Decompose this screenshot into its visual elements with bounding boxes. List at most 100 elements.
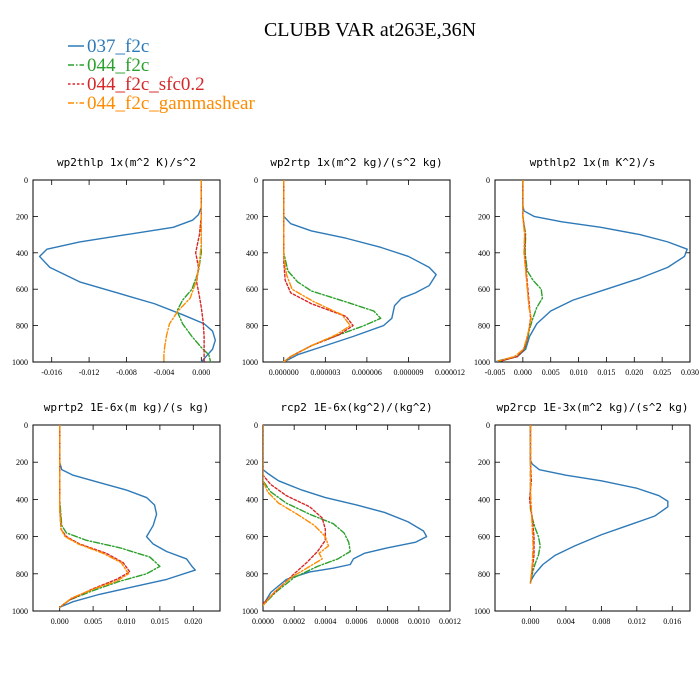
chart-panels: wp2thlp 1x(m^2 K)/s^202004006008001000-0… xyxy=(12,156,699,626)
x-tick-label-4-2: 0.0004 xyxy=(314,617,336,626)
x-tick-label-0-0: -0.016 xyxy=(41,368,62,377)
series-line-4-1 xyxy=(263,425,351,607)
x-tick-label-1-3: 0.000009 xyxy=(393,368,423,377)
series-line-5-3 xyxy=(529,425,534,584)
panel-title-0: wp2thlp 1x(m^2 K)/s^2 xyxy=(57,156,196,169)
panel-5: wp2rcp 1E-3x(m^2 kg)/(s^2 kg) 0 200 400 600 8… xyxy=(474,401,691,626)
y-tick-label-4-0: 0 xyxy=(254,421,258,430)
panel-3: wprtp2 1E-6x(m kg)/(s kg) 0 200 400 600 800 10… xyxy=(12,401,221,626)
plot-frame-5 xyxy=(494,424,691,612)
legend-label-2: 044_f2c_sfc0.2 xyxy=(87,74,205,95)
x-tick-label-5-0: 0.000 xyxy=(521,617,539,626)
y-tick-label-1-0: 0 xyxy=(254,176,258,185)
x-tick-label-5-1: 0.004 xyxy=(557,617,575,626)
legend-label-0: 037_f2c xyxy=(87,36,149,57)
y-tick-label-5-5: 1000 xyxy=(474,607,490,616)
y-tick-label-0-2: 400 xyxy=(16,249,28,258)
series-line-3-3 xyxy=(59,425,130,608)
y-tick-label-0-5: 1000 xyxy=(12,358,28,367)
y-tick-label-5-3: 600 xyxy=(478,533,490,542)
x-tick-label-4-1: 0.0002 xyxy=(283,617,305,626)
plot-frame-0 xyxy=(32,179,221,363)
legend-label-3: 044_f2c_gammashear xyxy=(87,93,255,114)
y-tick-label-2-1: 200 xyxy=(478,212,490,221)
x-tick-label-1-2: 0.000006 xyxy=(352,368,382,377)
y-tick-label-4-3: 600 xyxy=(246,533,258,542)
series-line-3-1 xyxy=(59,425,161,608)
x-tick-label-4-4: 0.0008 xyxy=(377,617,399,626)
series-line-4-3 xyxy=(263,425,330,607)
x-tick-label-2-0: -0.005 xyxy=(485,368,506,377)
x-tick-label-1-1: 0.000003 xyxy=(310,368,340,377)
series-line-0-2 xyxy=(194,180,205,362)
series-line-3-0 xyxy=(59,425,196,608)
y-tick-label-3-4: 800 xyxy=(16,570,28,579)
y-tick-label-5-4: 800 xyxy=(478,570,490,579)
panel-4: rcp2 1E-6x(kg^2)/(kg^2) 0 200 400 600 800 1000… xyxy=(242,401,461,626)
series-line-5-1 xyxy=(529,425,541,584)
x-tick-label-2-6: 0.025 xyxy=(653,368,671,377)
x-tick-label-2-1: 0.000 xyxy=(514,368,532,377)
panel-title-3: wprtp2 1E-6x(m kg)/(s kg) xyxy=(44,401,210,414)
y-tick-label-5-2: 400 xyxy=(478,495,490,504)
x-tick-label-2-2: 0.005 xyxy=(542,368,560,377)
legend: 037_f2c044_f2c044_f2c_sfc0.2044_f2c_gamm… xyxy=(68,36,255,114)
panel-1: wp2rtp 1x(m^2 kg)/(s^2 kg) 0 200 400 600 800 1… xyxy=(242,156,465,377)
y-tick-label-0-0: 0 xyxy=(24,176,28,185)
y-tick-label-3-1: 200 xyxy=(16,458,28,467)
series-line-5-0 xyxy=(529,425,669,582)
chart-title: CLUBB VAR at263E,36N xyxy=(264,19,476,41)
y-tick-label-0-1: 200 xyxy=(16,212,28,221)
x-tick-label-2-4: 0.015 xyxy=(597,368,615,377)
panel-title-2: wpthlp2 1x(m K^2)/s xyxy=(530,156,656,169)
y-tick-label-3-5: 1000 xyxy=(12,607,28,616)
series-line-1-3 xyxy=(283,180,351,362)
x-tick-label-1-0: 0.000000 xyxy=(269,368,299,377)
panel-2: wpthlp2 1x(m K^2)/s 0 200 400 600 800 1000-0.0… xyxy=(474,156,699,377)
y-tick-label-1-1: 200 xyxy=(246,212,258,221)
plot-frame-4 xyxy=(262,424,451,612)
y-tick-label-1-3: 600 xyxy=(246,285,258,294)
series-line-2-3 xyxy=(497,180,532,362)
x-tick-label-2-5: 0.020 xyxy=(625,368,643,377)
x-tick-label-5-4: 0.016 xyxy=(663,617,681,626)
x-tick-label-2-7: 0.030 xyxy=(681,368,699,377)
plot-frame-2 xyxy=(494,179,691,363)
y-tick-label-1-2: 400 xyxy=(246,249,258,258)
panel-title-4: rcp2 1E-6x(kg^2)/(kg^2) xyxy=(280,401,432,414)
y-tick-label-2-4: 800 xyxy=(478,322,490,331)
series-line-0-1 xyxy=(176,180,212,362)
y-tick-label-4-4: 800 xyxy=(246,570,258,579)
panel-title-5: wp2rcp 1E-3x(m^2 kg)/(s^2 kg) xyxy=(496,401,688,414)
x-tick-label-4-6: 0.0012 xyxy=(439,617,461,626)
y-tick-label-3-3: 600 xyxy=(16,533,28,542)
y-tick-label-2-0: 0 xyxy=(486,176,490,185)
y-tick-label-1-4: 800 xyxy=(246,322,258,331)
y-tick-label-2-5: 1000 xyxy=(474,358,490,367)
x-tick-label-3-2: 0.010 xyxy=(118,617,136,626)
y-tick-label-3-0: 0 xyxy=(24,421,28,430)
y-tick-label-2-2: 400 xyxy=(478,249,490,258)
x-tick-label-0-1: -0.012 xyxy=(79,368,100,377)
x-tick-label-3-1: 0.005 xyxy=(84,617,102,626)
x-tick-label-5-2: 0.008 xyxy=(592,617,610,626)
panel-title-1: wp2rtp 1x(m^2 kg)/(s^2 kg) xyxy=(270,156,442,169)
series-line-1-1 xyxy=(283,180,382,362)
y-tick-label-0-3: 600 xyxy=(16,285,28,294)
y-tick-label-0-4: 800 xyxy=(16,322,28,331)
x-tick-label-4-0: 0.0000 xyxy=(252,617,274,626)
y-tick-label-5-0: 0 xyxy=(486,421,490,430)
x-tick-label-1-4: 0.000012 xyxy=(435,368,465,377)
x-tick-label-0-4: 0.000 xyxy=(192,368,210,377)
x-tick-label-4-3: 0.0006 xyxy=(346,617,368,626)
series-line-0-0 xyxy=(38,180,217,362)
series-line-2-2 xyxy=(499,180,532,362)
y-tick-label-2-3: 600 xyxy=(478,285,490,294)
x-tick-label-0-3: -0.004 xyxy=(154,368,175,377)
series-line-2-0 xyxy=(495,180,688,362)
y-tick-label-4-2: 400 xyxy=(246,495,258,504)
plot-frame-1 xyxy=(262,179,451,363)
y-tick-label-1-5: 1000 xyxy=(242,358,258,367)
x-tick-label-5-3: 0.012 xyxy=(628,617,646,626)
